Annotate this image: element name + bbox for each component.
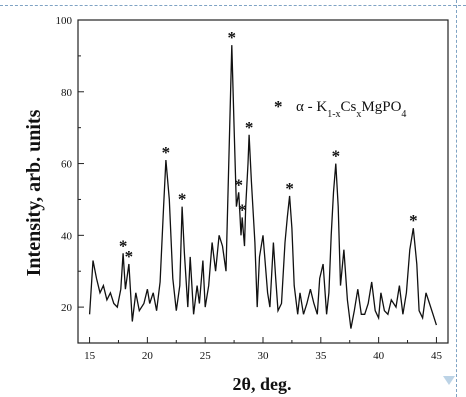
y-tick-label: 40 (61, 230, 73, 242)
plot-frame (77, 19, 449, 344)
x-tick-label: 20 (142, 350, 154, 362)
x-tick-label: 40 (373, 350, 385, 362)
peak-marker: * (409, 211, 418, 230)
y-tick-label: 80 (61, 87, 73, 99)
y-tick-label: 100 (56, 15, 73, 27)
peak-marker: * (119, 236, 128, 255)
peak-marker: * (332, 147, 341, 166)
peak-marker: * (245, 118, 254, 137)
right-dashed-border (456, 0, 457, 397)
corner-triangle-icon (443, 376, 455, 385)
peak-marker: * (178, 190, 187, 209)
legend-label: α - K1-xCsxMgPO4 (296, 99, 406, 120)
axis-ticks (78, 19, 437, 343)
x-tick-label: 15 (84, 350, 96, 362)
tick-labels: 15 20 25 30 35 40 45 20 40 60 80 100 (56, 15, 443, 362)
legend-marker: * (274, 97, 283, 116)
peak-marker: * (228, 28, 237, 47)
peak-marker: * (162, 143, 171, 162)
peak-marker: * (285, 179, 294, 198)
y-tick-label: 60 (61, 159, 73, 171)
y-tick-label: 20 (61, 302, 73, 314)
y-axis-label: Intensity, arb. units (23, 109, 45, 276)
x-tick-label: 25 (200, 350, 212, 362)
legend-prefix: α - (296, 99, 316, 115)
legend: * α - K1-xCsxMgPO4 (274, 97, 406, 120)
legend-formula: K1-xCsxMgPO4 (316, 99, 406, 120)
peak-markers: *********** (119, 28, 418, 266)
x-tick-label: 45 (431, 350, 443, 362)
top-dashed-border (0, 5, 466, 6)
xrd-curve (88, 45, 438, 329)
x-tick-label: 30 (258, 350, 270, 362)
peak-marker: * (234, 175, 243, 194)
x-tick-label: 35 (315, 350, 327, 362)
peak-marker: * (238, 200, 247, 219)
peak-marker: * (125, 247, 134, 266)
x-axis-label: 2θ, deg. (233, 374, 292, 394)
